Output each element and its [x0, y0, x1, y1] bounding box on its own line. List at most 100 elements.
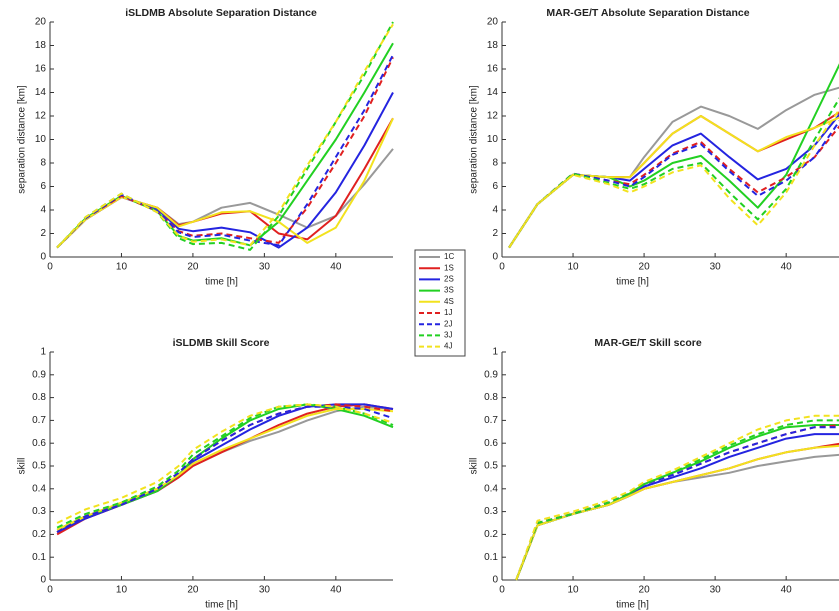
y-tick-label: 8 [492, 158, 498, 169]
legend-label: 3J [444, 331, 452, 340]
x-tick-label: 0 [499, 262, 505, 273]
y-tick-label: 16 [487, 64, 499, 75]
y-tick-label: 4 [492, 205, 498, 216]
y-tick-label: 2 [40, 228, 46, 239]
x-tick-label: 30 [710, 262, 722, 273]
y-tick-label: 1 [40, 347, 46, 358]
series-line [56, 56, 394, 249]
y-tick-label: 0.7 [32, 415, 46, 426]
y-tick-label: 6 [40, 181, 46, 192]
chart-title: MAR-GE/T Skill score [594, 337, 702, 349]
x-tick-label: 20 [187, 585, 199, 596]
y-axis-label: separation distance [km] [469, 85, 480, 194]
series-line [508, 97, 839, 249]
x-tick-label: 40 [330, 585, 342, 596]
y-tick-label: 1 [492, 347, 498, 358]
series-line [515, 433, 839, 581]
x-tick-label: 40 [330, 262, 342, 273]
legend-label: 2S [444, 275, 454, 284]
y-tick-label: 0.9 [32, 369, 46, 380]
x-tick-label: 10 [116, 585, 128, 596]
y-axis-label: skill [469, 458, 480, 475]
series-line [56, 405, 394, 533]
x-tick-label: 40 [781, 262, 793, 273]
series-line [515, 419, 839, 581]
y-tick-label: 20 [487, 17, 499, 28]
legend-label: 1J [444, 308, 452, 317]
y-tick-label: 8 [40, 158, 46, 169]
x-tick-label: 10 [567, 262, 579, 273]
x-tick-label: 0 [47, 262, 53, 273]
chart-title: iSLDMB Skill Score [173, 337, 270, 349]
y-tick-label: 10 [35, 134, 47, 145]
series-line [515, 424, 839, 581]
chart-title: MAR-GE/T Absolute Separation Distance [546, 7, 749, 19]
legend-label: 4J [444, 342, 452, 351]
legend-label: 1S [444, 263, 454, 272]
y-tick-label: 0.3 [32, 506, 46, 517]
x-tick-label: 40 [781, 585, 793, 596]
y-tick-label: 4 [40, 205, 46, 216]
y-axis-label: separation distance [km] [17, 85, 28, 194]
y-tick-label: 20 [35, 17, 47, 28]
y-axis-label: skill [17, 458, 28, 475]
series-line [56, 403, 394, 524]
y-tick-label: 0.1 [32, 552, 46, 563]
x-tick-label: 10 [116, 262, 128, 273]
y-tick-label: 0.4 [32, 483, 46, 494]
series-line [515, 414, 839, 581]
series-line [515, 426, 839, 581]
y-tick-label: 0 [492, 252, 498, 263]
series-line [56, 92, 394, 249]
y-tick-label: 0.8 [484, 392, 498, 403]
legend-label: 4S [444, 297, 454, 306]
y-tick-label: 0.8 [32, 392, 46, 403]
y-tick-label: 0.5 [32, 461, 46, 472]
series-line [56, 117, 394, 249]
series-line [56, 148, 394, 249]
y-tick-label: 0.6 [32, 438, 46, 449]
series-line [508, 108, 839, 249]
y-tick-label: 0.2 [484, 529, 498, 540]
y-tick-label: 10 [487, 134, 499, 145]
x-tick-label: 30 [259, 262, 271, 273]
series-line [56, 408, 394, 531]
series-line [56, 403, 394, 534]
y-tick-label: 2 [492, 228, 498, 239]
x-tick-label: 10 [567, 585, 579, 596]
y-tick-label: 14 [35, 87, 47, 98]
y-tick-label: 0.2 [32, 529, 46, 540]
x-tick-label: 30 [710, 585, 722, 596]
x-axis-label: time [h] [616, 600, 649, 611]
y-tick-label: 0 [492, 575, 498, 586]
series-line [508, 120, 839, 249]
y-tick-label: 0.6 [484, 438, 498, 449]
y-tick-label: 0.7 [484, 415, 498, 426]
y-tick-label: 14 [487, 87, 499, 98]
y-tick-label: 0.4 [484, 483, 498, 494]
y-tick-label: 12 [35, 111, 47, 122]
series-line [515, 444, 839, 581]
legend: 1C 1S 2S 3S 4S 1J 2J 3J 4J [414, 249, 466, 357]
series-line [56, 23, 394, 249]
legend-box [414, 249, 466, 357]
y-tick-label: 0.3 [484, 506, 498, 517]
x-tick-label: 30 [259, 585, 271, 596]
x-tick-label: 20 [639, 262, 651, 273]
x-axis-label: time [h] [616, 277, 649, 288]
series-line [56, 403, 394, 536]
x-axis-label: time [h] [205, 600, 238, 611]
x-tick-label: 20 [639, 585, 651, 596]
y-tick-label: 16 [35, 64, 47, 75]
y-tick-label: 12 [487, 111, 499, 122]
series-line [515, 424, 839, 581]
y-tick-label: 6 [492, 181, 498, 192]
x-tick-label: 0 [47, 585, 53, 596]
series-line [508, 115, 839, 249]
legend-label: 2J [444, 319, 452, 328]
x-tick-label: 20 [187, 262, 199, 273]
legend-label: 1C [444, 252, 454, 261]
chart-title: iSLDMB Absolute Separation Distance [125, 7, 317, 19]
